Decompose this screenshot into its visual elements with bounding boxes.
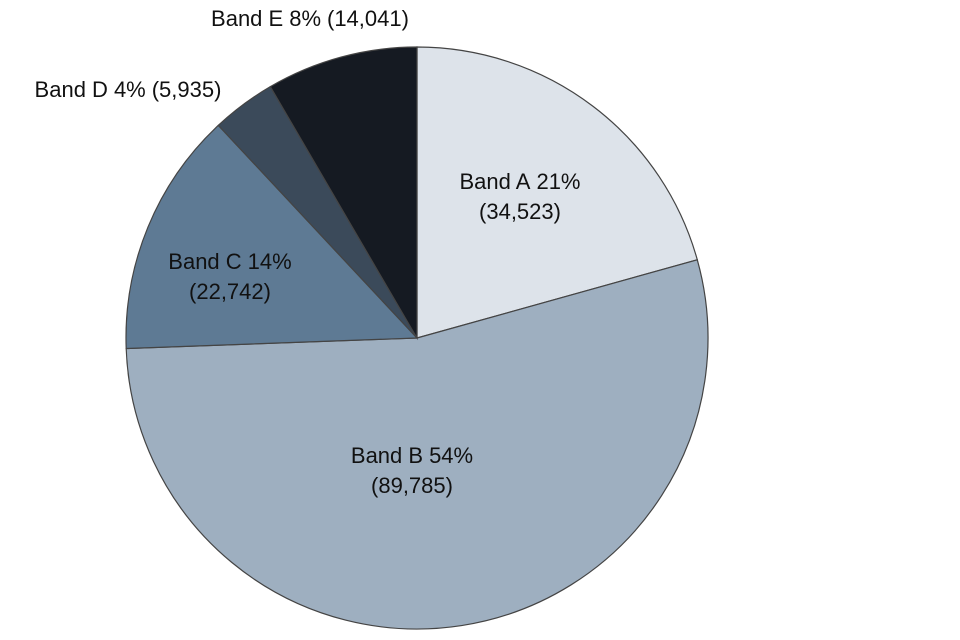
pie-slice [269,46,418,341]
category-label: Band C [168,249,241,274]
percent-label: 4% [114,77,146,102]
percent-label: 8% [289,6,321,31]
value-label: (14,041) [327,6,409,31]
value-label: (89,785) [371,473,453,498]
value-label: (34,523) [479,199,561,224]
category-label: Band B [351,443,423,468]
category-label: Band D [35,77,108,102]
pie-slice [416,46,699,339]
percent-label: 21% [536,169,580,194]
slice-label: Band E 8% (14,041) [211,6,409,31]
slice-label: Band A 21% (34,523) [460,169,581,224]
slice-label: Band D 4% (5,935) [35,77,222,102]
percent-label: 54% [429,443,473,468]
value-label: (5,935) [152,77,222,102]
slice-label: Band C 14% (22,742) [168,249,291,304]
category-label: Band E [211,6,283,31]
pie-slice [125,259,709,630]
value-label: (22,742) [189,279,271,304]
category-label: Band A [460,169,531,194]
slice-label: Band B 54% (89,785) [351,443,473,498]
pie-slice [125,124,419,350]
percent-label: 14% [248,249,292,274]
